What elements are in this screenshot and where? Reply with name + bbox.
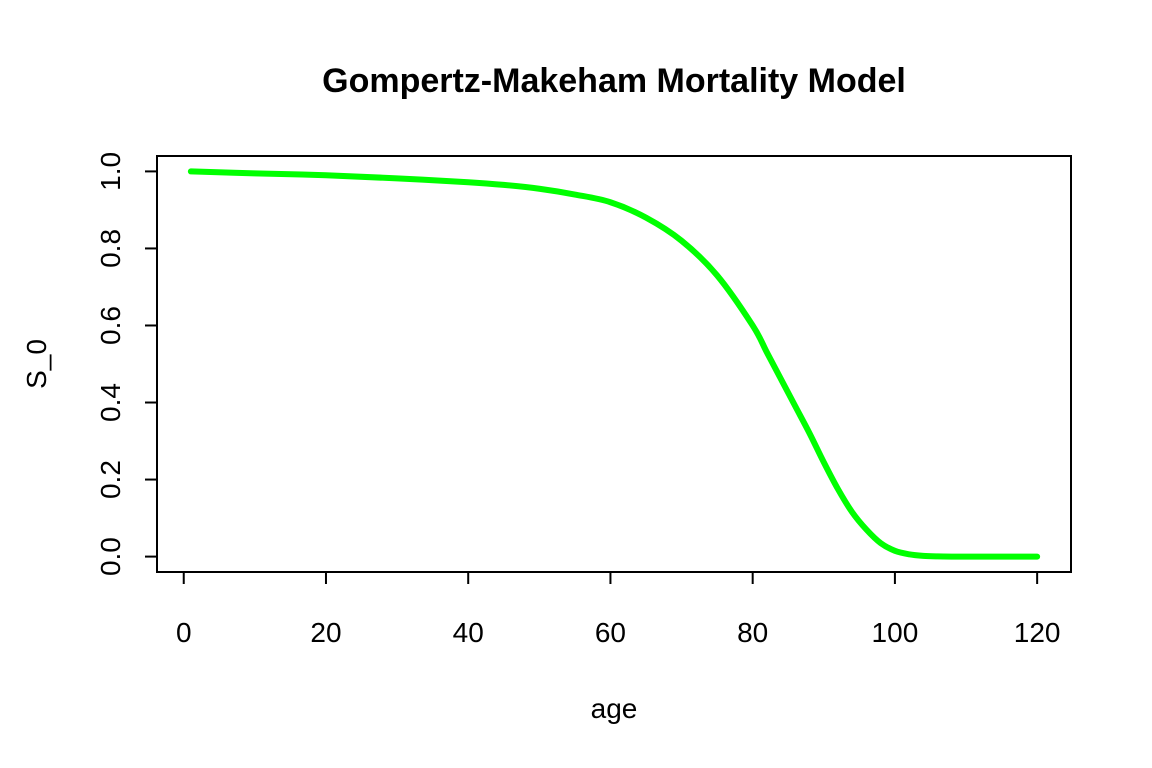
y-tick-label: 0.8 bbox=[95, 229, 126, 268]
x-tick-label: 60 bbox=[595, 617, 626, 648]
y-axis: 0.0 0.2 0.4 0.6 0.8 1.0 bbox=[95, 152, 158, 576]
y-tick-label: 0.6 bbox=[95, 306, 126, 345]
y-tick-label: 0.0 bbox=[95, 537, 126, 576]
y-axis-label: S_0 bbox=[21, 339, 52, 389]
chart-title: Gompertz-Makeham Mortality Model bbox=[322, 62, 906, 100]
x-tick-label: 0 bbox=[176, 617, 192, 648]
plot-frame bbox=[156, 155, 1072, 573]
x-tick-label: 20 bbox=[310, 617, 341, 648]
y-tick-label: 0.2 bbox=[95, 460, 126, 499]
x-axis: 0 20 40 60 80 100 120 bbox=[176, 571, 1061, 648]
x-tick-label: 80 bbox=[737, 617, 768, 648]
y-tick-label: 0.4 bbox=[95, 383, 126, 422]
survival-curve-line bbox=[187, 168, 1041, 560]
x-tick-label: 120 bbox=[1014, 617, 1061, 648]
x-axis-label: age bbox=[591, 693, 638, 724]
x-tick-label: 100 bbox=[872, 617, 919, 648]
y-tick-label: 1.0 bbox=[95, 152, 126, 191]
x-tick-label: 40 bbox=[453, 617, 484, 648]
